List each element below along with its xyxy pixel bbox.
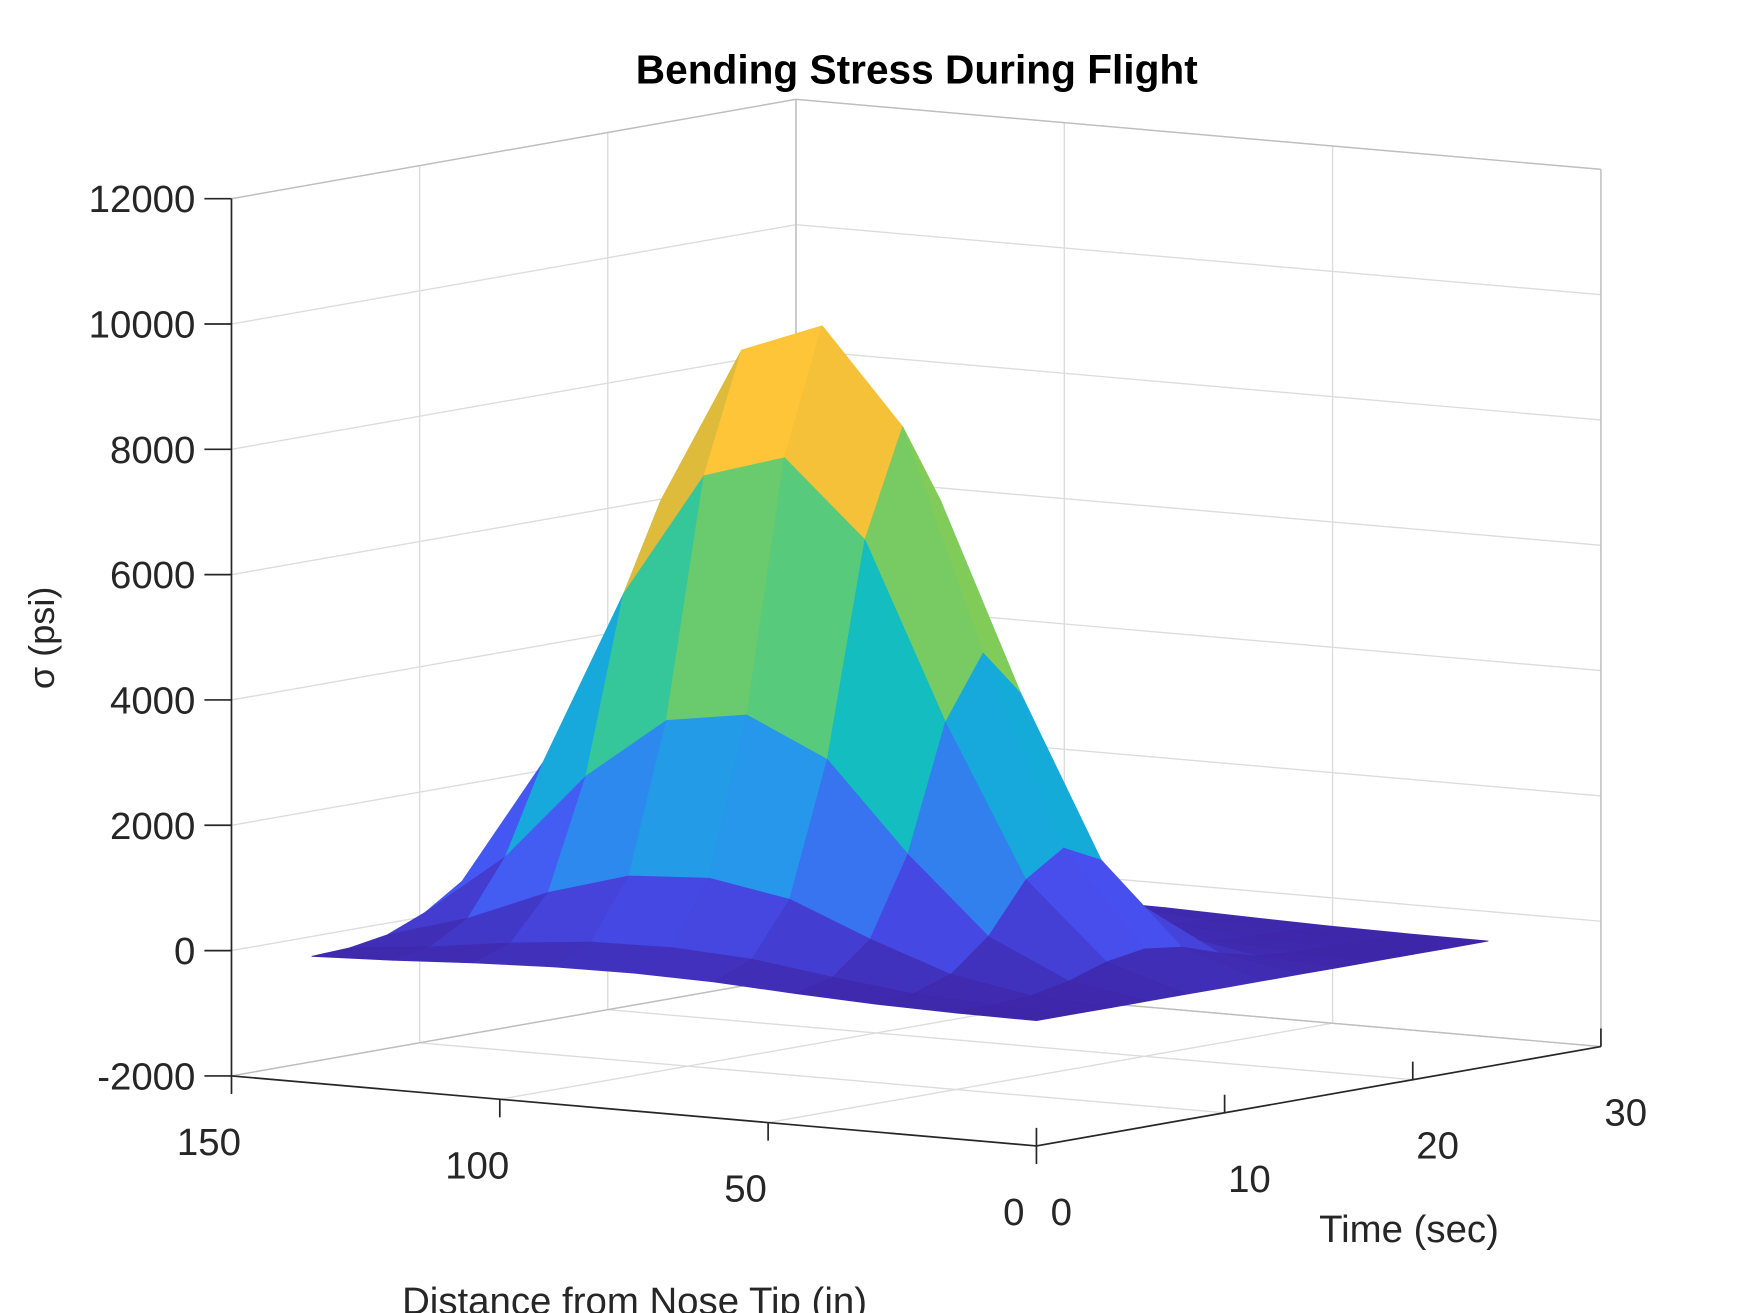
z-tick-label: 4000 [110, 680, 195, 723]
z-tick-label: 2000 [110, 805, 195, 848]
surface [311, 325, 1489, 1022]
z-grid-line [231, 349, 1601, 450]
x-tick-label: 0 [1003, 1191, 1024, 1234]
z-axis-label: σ (psi) [21, 587, 62, 690]
chart-title: Bending Stress During Flight [636, 47, 1198, 93]
z-tick-label: 8000 [110, 429, 195, 472]
surface-patch [955, 1004, 1075, 1022]
y-tick-label: 0 [1051, 1191, 1072, 1234]
z-tick-label: 10000 [89, 304, 196, 347]
x-tick-label: 50 [724, 1168, 767, 1211]
z-tick-label: 0 [174, 930, 195, 973]
y-axis-label: Time (sec) [1319, 1208, 1499, 1251]
z-tick-label: 12000 [89, 178, 196, 221]
axis-line [231, 1045, 1602, 1147]
y-tick-label: 20 [1416, 1125, 1459, 1168]
z-tick-label: 6000 [110, 554, 195, 597]
z-grid-line [231, 98, 1601, 200]
z-grid-line [231, 223, 1601, 325]
y-tick-label: 10 [1228, 1158, 1271, 1201]
box-edge [231, 98, 1601, 200]
x-tick-label: 150 [177, 1121, 241, 1164]
z-tick-label: -2000 [97, 1055, 195, 1098]
y-tick-label: 30 [1604, 1092, 1647, 1135]
x-axis-label: Distance from Nose Tip (in) [402, 1280, 867, 1313]
x-tick-label: 100 [445, 1144, 509, 1187]
